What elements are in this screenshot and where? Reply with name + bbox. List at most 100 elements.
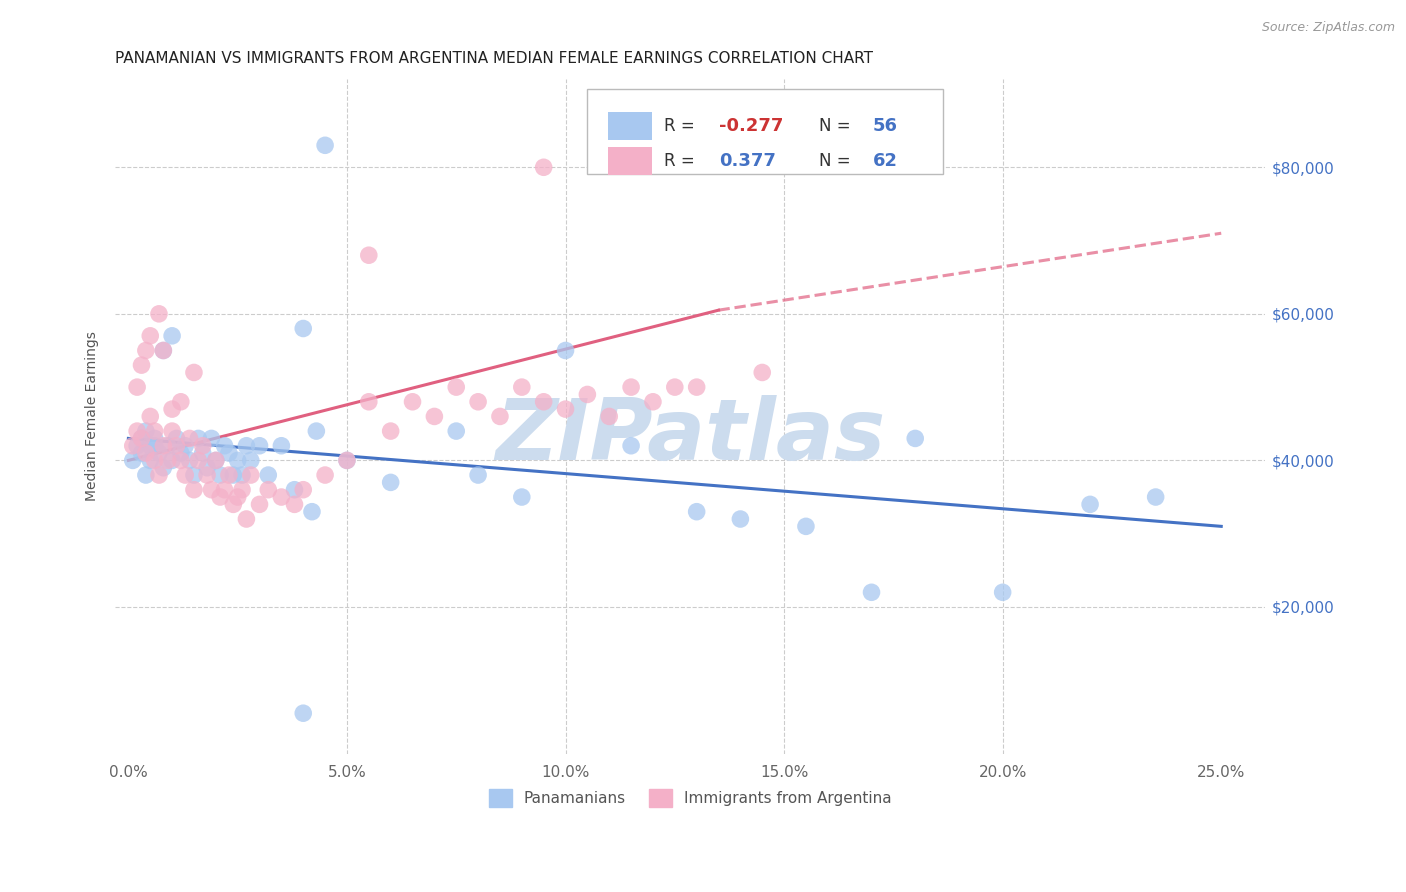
Point — [143, 424, 166, 438]
Point — [641, 394, 664, 409]
Point — [152, 343, 174, 358]
Text: R =: R = — [664, 152, 704, 170]
Point — [174, 439, 197, 453]
Point — [156, 453, 179, 467]
Point — [401, 394, 423, 409]
Point — [336, 453, 359, 467]
Text: PANAMANIAN VS IMMIGRANTS FROM ARGENTINA MEDIAN FEMALE EARNINGS CORRELATION CHART: PANAMANIAN VS IMMIGRANTS FROM ARGENTINA … — [115, 51, 873, 66]
Point — [200, 431, 222, 445]
Point — [239, 453, 262, 467]
Point — [249, 497, 271, 511]
Point — [191, 439, 214, 453]
Point — [664, 380, 686, 394]
Point — [121, 439, 143, 453]
FancyBboxPatch shape — [609, 112, 652, 140]
Point — [235, 512, 257, 526]
Point — [204, 453, 226, 467]
Point — [121, 453, 143, 467]
Point — [127, 424, 149, 438]
Point — [135, 424, 157, 438]
Point — [183, 483, 205, 497]
Point — [200, 483, 222, 497]
Point — [183, 366, 205, 380]
Point — [730, 512, 752, 526]
Point — [160, 328, 183, 343]
Point — [204, 453, 226, 467]
Point — [214, 483, 236, 497]
Point — [156, 439, 179, 453]
FancyBboxPatch shape — [609, 147, 652, 175]
Point — [283, 497, 305, 511]
Point — [357, 394, 380, 409]
Text: 62: 62 — [873, 152, 898, 170]
Point — [174, 468, 197, 483]
Point — [131, 431, 153, 445]
Text: -0.277: -0.277 — [718, 117, 783, 136]
Point — [533, 394, 555, 409]
Point — [139, 453, 162, 467]
Point — [598, 409, 620, 424]
Point — [249, 439, 271, 453]
Point — [257, 468, 280, 483]
Point — [135, 446, 157, 460]
Point — [131, 446, 153, 460]
Point — [794, 519, 817, 533]
Point — [131, 358, 153, 372]
Point — [170, 453, 193, 467]
Point — [270, 439, 292, 453]
Point — [231, 468, 253, 483]
Point — [187, 453, 209, 467]
Point — [160, 402, 183, 417]
Y-axis label: Median Female Earnings: Median Female Earnings — [86, 332, 100, 501]
Point — [301, 505, 323, 519]
Point — [139, 328, 162, 343]
Point — [314, 468, 336, 483]
Text: ZIPatlas: ZIPatlas — [495, 395, 886, 478]
Point — [139, 439, 162, 453]
Point — [127, 380, 149, 394]
Point — [127, 439, 149, 453]
Point — [444, 380, 467, 394]
Point — [148, 468, 170, 483]
Point — [131, 431, 153, 445]
Point — [860, 585, 883, 599]
Point — [292, 706, 315, 721]
Point — [235, 439, 257, 453]
Point — [191, 446, 214, 460]
Point — [380, 475, 402, 490]
Point — [239, 468, 262, 483]
Point — [218, 446, 240, 460]
Point — [314, 138, 336, 153]
Point — [510, 380, 533, 394]
Point — [292, 483, 315, 497]
Point — [292, 321, 315, 335]
Point — [576, 387, 599, 401]
Point — [620, 439, 643, 453]
Point — [148, 307, 170, 321]
Point — [257, 483, 280, 497]
Point — [620, 380, 643, 394]
Point — [904, 431, 927, 445]
Point — [357, 248, 380, 262]
Point — [152, 343, 174, 358]
FancyBboxPatch shape — [586, 89, 943, 174]
Text: 0.377: 0.377 — [718, 152, 776, 170]
Point — [135, 468, 157, 483]
Text: R =: R = — [664, 117, 700, 136]
Point — [222, 468, 245, 483]
Point — [148, 446, 170, 460]
Point — [209, 468, 232, 483]
Point — [183, 468, 205, 483]
Point — [139, 409, 162, 424]
Point — [170, 394, 193, 409]
Point — [143, 453, 166, 467]
Point — [143, 439, 166, 453]
Point — [160, 424, 183, 438]
Point — [195, 460, 218, 475]
Point — [423, 409, 446, 424]
Point — [195, 468, 218, 483]
Point — [685, 505, 707, 519]
Point — [510, 490, 533, 504]
Point — [231, 483, 253, 497]
Point — [170, 446, 193, 460]
